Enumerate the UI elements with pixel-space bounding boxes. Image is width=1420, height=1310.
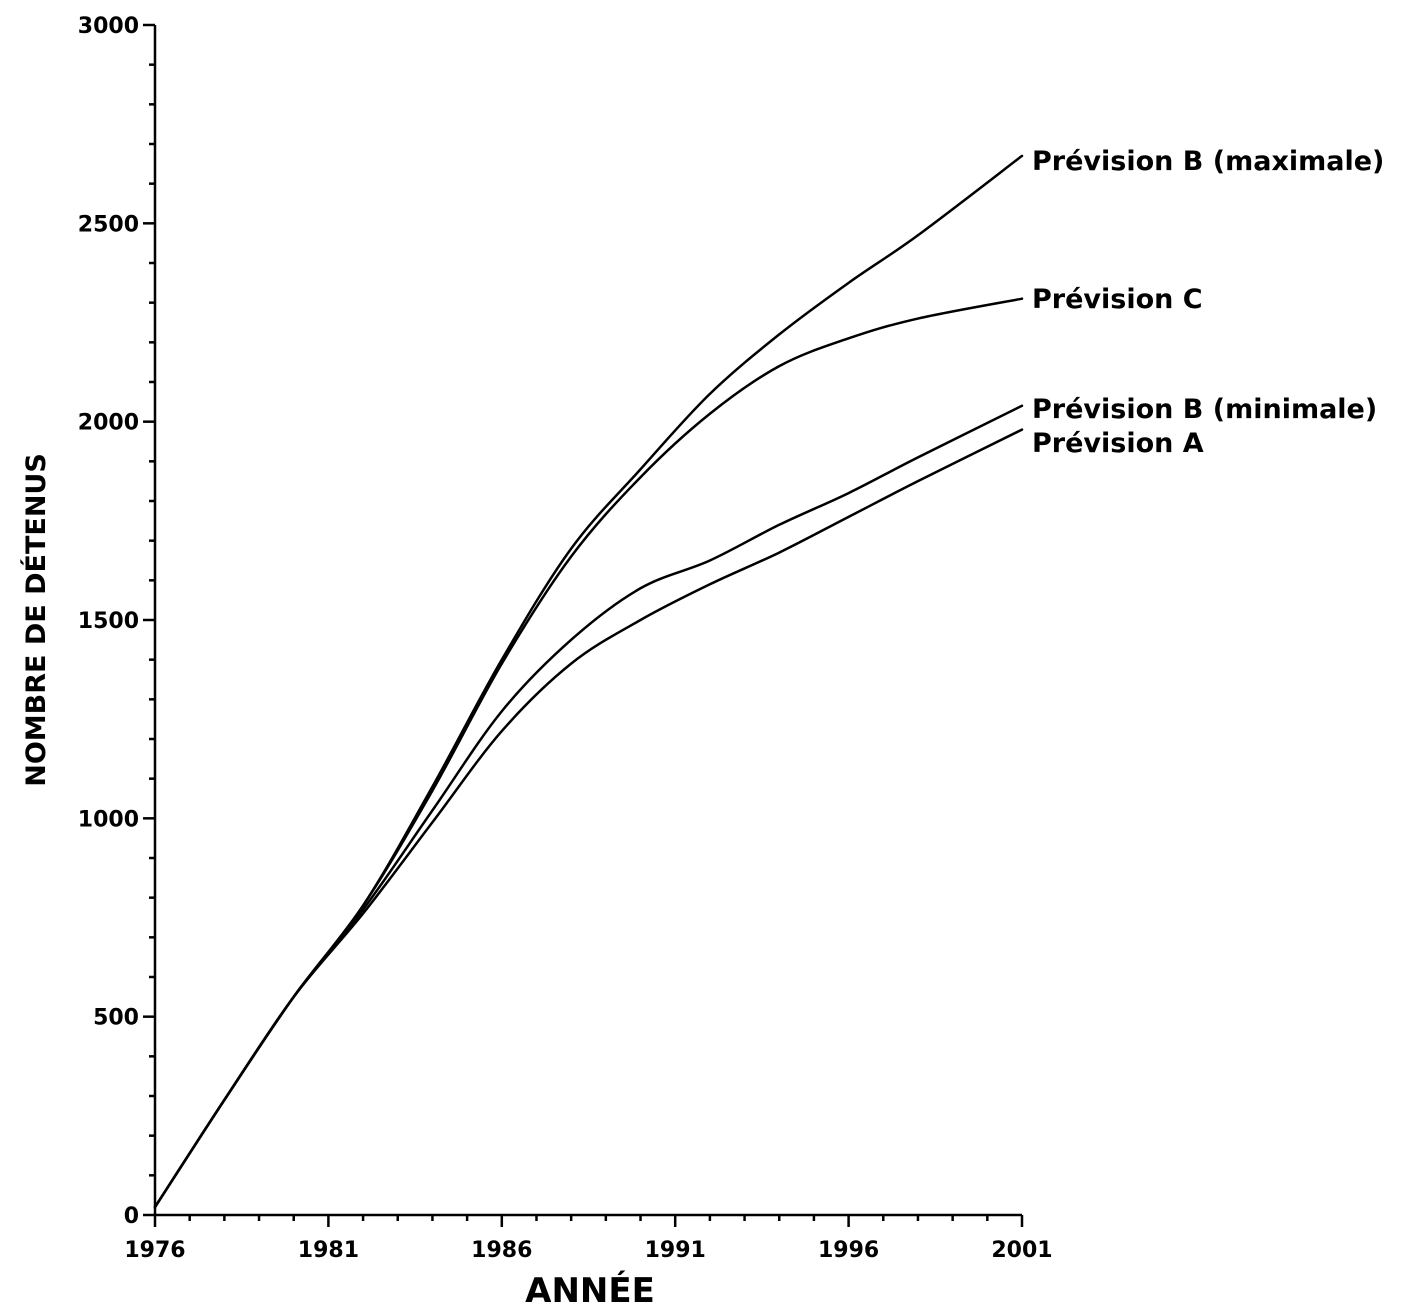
series-line-c	[153, 297, 1024, 1209]
y-axis-title: NOMBRE DE DÉTENUS	[20, 453, 52, 787]
y-axis-ticks: 0 500 1000 1500 2000 2500 3000	[78, 14, 155, 1229]
y-tick-label: 2000	[78, 411, 139, 436]
x-axis-ticks: 1976 1981 1986 1991 1996 2001	[124, 1215, 1053, 1263]
series-lines	[153, 154, 1024, 1209]
x-axis-title: ANNÉE	[525, 1270, 655, 1310]
series-label-b-max: Prévision B (maximale)	[1032, 146, 1384, 177]
series-labels: Prévision B (maximale) Prévision C Prévisi…	[1032, 146, 1384, 459]
x-tick-label: 1976	[124, 1238, 185, 1263]
y-tick-label: 1500	[78, 609, 139, 634]
y-tick-label: 3000	[78, 14, 139, 39]
x-tick-label: 1986	[471, 1238, 532, 1263]
series-label-c: Prévision C	[1032, 284, 1203, 315]
series-line-b-max	[153, 154, 1024, 1209]
series-label-a: Prévision A	[1032, 428, 1204, 459]
series-label-b-min: Prévision B (minimale)	[1032, 394, 1377, 425]
y-tick-label: 0	[124, 1204, 139, 1229]
y-tick-label: 500	[93, 1006, 139, 1031]
x-tick-label: 1991	[645, 1238, 706, 1263]
x-tick-label: 1996	[818, 1238, 879, 1263]
x-tick-label: 1981	[298, 1238, 359, 1263]
series-line-a	[153, 428, 1024, 1209]
x-tick-label: 2001	[991, 1238, 1052, 1263]
y-tick-label: 2500	[78, 212, 139, 237]
y-tick-label: 1000	[78, 807, 139, 832]
